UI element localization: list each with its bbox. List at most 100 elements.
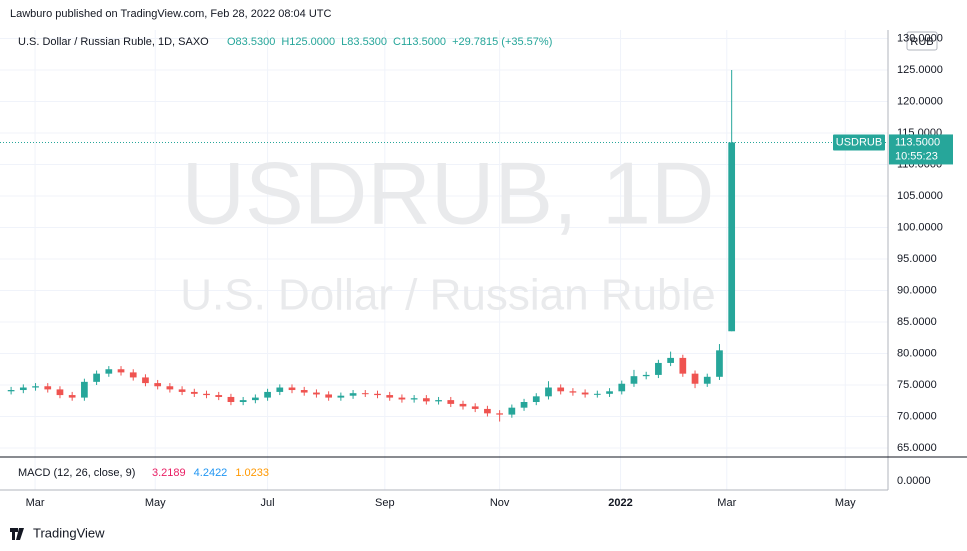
legend-value: +29.7815 (+35.57%) [452,36,552,48]
y-tick-label: 90.0000 [897,284,937,296]
candle-body [203,393,210,396]
candle-body [459,403,467,407]
candle-body [264,391,271,398]
macd-legend: 3.2189 4.2422 1.0233 [152,467,269,479]
candle-body [105,369,113,374]
candle-body [630,376,638,384]
legend-value: C113.5000 [393,36,446,48]
candle-body [691,373,699,384]
header: Lawburo published on TradingView.com, Fe… [10,8,332,20]
candle-body [68,395,76,398]
x-tick-label: Sep [375,497,395,509]
candle-body [545,387,552,397]
y-tick-label: 70.0000 [897,410,937,422]
footer-brand: TradingView [33,525,105,540]
candle-body [606,391,613,394]
candle-body [129,372,137,378]
candle-body [532,396,540,403]
candle-body [32,386,39,388]
x-tick-label: Mar [26,497,45,509]
legend-title: U.S. Dollar / Russian Ruble, 1D, SAXO [18,36,209,48]
candle-body [81,381,88,398]
candle-body [215,395,223,397]
footer: TradingView [10,525,105,540]
currency-box[interactable] [906,31,938,51]
legend-value: O83.5300 [227,36,275,48]
x-tick-label: Nov [490,497,510,509]
candle-body [447,400,455,404]
macd-value: 1.0233 [235,467,269,479]
y-tick-label: 75.0000 [897,379,937,391]
macd-value: 4.2422 [194,467,228,479]
x-tick-label: Mar [717,497,736,509]
candle-body [178,389,186,392]
candle-body [642,374,650,377]
x-tick-label: May [835,497,856,509]
candle-body [44,386,52,390]
candle-body [239,400,247,403]
y-tick-label: 105.0000 [897,190,943,202]
y-tick-label: 80.0000 [897,347,937,359]
candle-body [374,393,381,396]
macd-value: 3.2189 [152,467,186,479]
y-tick-label: 125.0000 [897,64,943,76]
legend: O83.5300 H125.0000 L83.5300 C113.5000 +29.78… [227,36,552,48]
candle-body [386,395,394,398]
candle-body [581,392,589,395]
candle-body [252,397,259,401]
y-tick-label: 120.0000 [897,95,943,107]
candle-body [7,390,15,392]
y-tick-label: 85.0000 [897,316,937,328]
y-tick-label: 65.0000 [897,442,937,454]
candle-body [679,357,687,374]
candle-body [557,387,565,392]
symbol-badge [833,134,885,151]
legend-value: H125.0000 [281,36,335,48]
x-tick-label: Jul [261,497,275,509]
candle-body [300,390,308,393]
candle-body [313,392,320,395]
candle-body [703,376,711,384]
candle-body [422,398,430,402]
symbol-label: USDRUB [836,136,882,148]
currency: RUB [910,36,933,48]
candle-body [520,402,528,408]
macd-zero-label: 0.0000 [897,475,931,487]
candle-body [166,386,174,390]
logo [10,528,24,540]
candle-body [398,397,406,400]
candle-body [117,369,125,373]
candle-body [276,387,284,392]
candle-body [471,406,479,409]
x-tick-label: 2022 [608,497,632,509]
candle-body [337,395,345,398]
candle-body [227,396,235,403]
candle-body [410,398,418,400]
plot [7,70,736,422]
candle-body [288,387,296,391]
candle-body [484,408,491,414]
candle-body [618,383,626,392]
y-tick-label: 130.0000 [897,32,943,44]
candle-body [593,393,601,395]
price-badge [889,134,953,165]
candle-body [496,413,503,415]
last-price: 113.5000 [895,136,940,148]
grid [0,30,888,490]
macd-label: MACD (12, 26, close, 9) [18,467,135,479]
candle-body [154,383,162,387]
candle-body [19,387,27,391]
candle-body [728,142,736,332]
candle-body [142,377,149,384]
candle-body [190,391,198,394]
candle-body [508,407,516,415]
candle-body [667,357,674,363]
countdown: 10:55:23 [895,150,938,162]
candle-body [569,391,577,393]
candle-body [716,350,723,377]
candle-body [655,362,662,375]
y-tick-label: 95.0000 [897,253,937,265]
candle-body [93,373,100,382]
